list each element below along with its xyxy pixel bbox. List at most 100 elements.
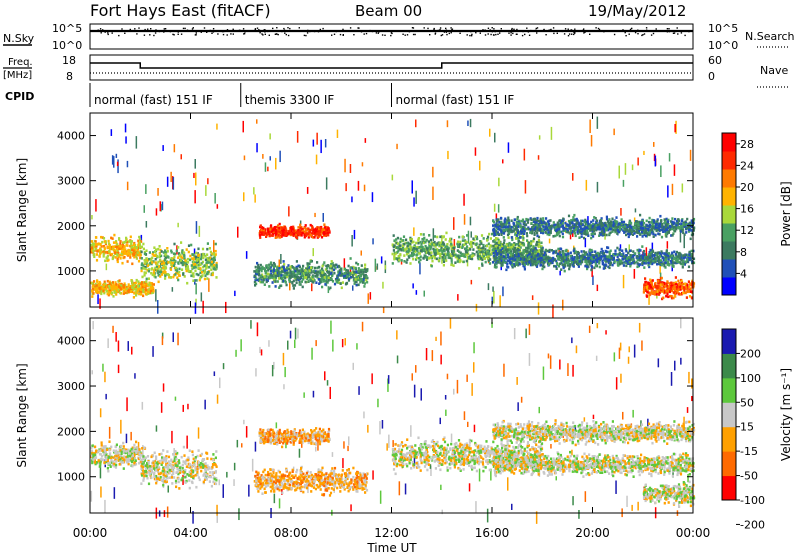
scatter-cell bbox=[336, 281, 339, 284]
scatter-cell bbox=[633, 261, 636, 265]
scatter-cell bbox=[510, 255, 513, 259]
nsky-dot bbox=[339, 33, 342, 36]
nsky-dot bbox=[242, 28, 245, 30]
scatter-cell bbox=[584, 264, 587, 268]
scatter-cell bbox=[316, 275, 319, 279]
scatter-cell bbox=[608, 254, 611, 258]
scatter-cell bbox=[173, 255, 176, 259]
scatter-cell bbox=[678, 219, 681, 223]
scatter-cell bbox=[169, 258, 172, 262]
scatter-cell bbox=[610, 261, 613, 265]
scatter-cell bbox=[509, 228, 512, 232]
scatter-cell bbox=[660, 254, 663, 258]
scatter-cell bbox=[137, 244, 140, 247]
nsky-dot bbox=[375, 32, 378, 34]
scatter-cell bbox=[177, 262, 180, 265]
scatter-cell bbox=[272, 228, 275, 232]
scatter-cell bbox=[266, 232, 269, 236]
scatter-cell bbox=[343, 276, 346, 279]
scatter-cell bbox=[464, 248, 467, 252]
nsky-dot bbox=[232, 33, 234, 35]
background-scatter bbox=[200, 292, 203, 302]
scatter-cell bbox=[280, 268, 283, 272]
scatter-cell bbox=[131, 248, 134, 252]
scatter-cell bbox=[593, 232, 596, 236]
scatter-cell bbox=[450, 257, 453, 261]
scatter-cell bbox=[504, 261, 507, 264]
scatter-cell bbox=[419, 258, 422, 262]
background-scatter bbox=[415, 290, 418, 295]
scatter-cell bbox=[591, 257, 594, 261]
scatter-cell bbox=[293, 232, 296, 236]
scatter-cell bbox=[274, 272, 277, 275]
scatter-cell bbox=[433, 240, 436, 244]
scatter-cell bbox=[94, 240, 97, 243]
scatter-cell bbox=[295, 260, 298, 263]
scatter-cell bbox=[357, 283, 360, 287]
scatter-cell bbox=[166, 250, 169, 253]
scatter-cell bbox=[162, 264, 166, 267]
scatter-cell bbox=[162, 259, 165, 263]
scatter-cell bbox=[265, 235, 268, 238]
nsky-dot bbox=[450, 27, 452, 29]
scatter-cell bbox=[595, 254, 598, 257]
scatter-cell bbox=[187, 270, 191, 273]
scatter-cell bbox=[530, 240, 533, 243]
scatter-cell bbox=[522, 261, 525, 265]
scatter-cell bbox=[317, 266, 320, 269]
scatter-cell bbox=[628, 219, 631, 223]
scatter-cell bbox=[670, 234, 673, 237]
scatter-cell bbox=[670, 254, 673, 258]
cpid-segment-label: normal (fast) 151 IF bbox=[396, 93, 515, 107]
scatter-cell bbox=[665, 217, 668, 221]
scatter-cell bbox=[206, 271, 209, 274]
scatter-cell bbox=[268, 232, 271, 235]
nsky-dot bbox=[144, 28, 146, 31]
scatter-cell bbox=[330, 260, 333, 263]
scatter-cell bbox=[119, 240, 122, 243]
scatter-cell bbox=[642, 249, 646, 253]
nsky-panel bbox=[89, 23, 694, 50]
scatter-cell bbox=[577, 265, 580, 268]
scatter-cell bbox=[276, 266, 279, 269]
scatter-cell bbox=[173, 273, 176, 277]
scatter-cell bbox=[560, 261, 563, 265]
nsky-dot bbox=[182, 27, 185, 30]
scatter-cell bbox=[144, 267, 147, 271]
nsky-dot bbox=[99, 28, 102, 30]
background-scatter bbox=[613, 128, 615, 136]
scatter-cell bbox=[512, 222, 515, 226]
scatter-cell bbox=[195, 255, 198, 259]
scatter-cell bbox=[482, 255, 486, 258]
background-scatter bbox=[524, 180, 527, 194]
scatter-cell bbox=[164, 253, 167, 256]
scatter-cell bbox=[258, 233, 261, 237]
scatter-cell bbox=[504, 248, 507, 252]
cpid-row: normal (fast) 151 IF themis 3300 IF normal… bbox=[89, 83, 515, 107]
scatter-cell bbox=[498, 243, 501, 247]
background-scatter bbox=[413, 197, 415, 207]
background-scatter bbox=[312, 248, 314, 257]
scatter-cell bbox=[334, 263, 337, 267]
scatter-cell bbox=[178, 274, 181, 277]
scatter-cell bbox=[310, 232, 313, 235]
scatter-cell bbox=[573, 224, 576, 228]
nsky-dot bbox=[568, 33, 571, 35]
scatter-cell bbox=[569, 251, 572, 255]
scatter-cell bbox=[456, 258, 459, 261]
nsky-dot bbox=[475, 32, 477, 34]
scatter-cell bbox=[579, 262, 582, 265]
scatter-cell bbox=[459, 258, 462, 262]
scatter-cell bbox=[681, 263, 684, 266]
scatter-cell bbox=[129, 253, 132, 257]
scatter-cell bbox=[651, 218, 654, 222]
scatter-cell bbox=[137, 259, 141, 263]
scatter-cell bbox=[548, 263, 551, 266]
scatter-cell bbox=[95, 259, 99, 262]
scatter-cell bbox=[364, 263, 367, 267]
nsky-dot bbox=[121, 28, 123, 30]
background-scatter bbox=[479, 160, 481, 171]
nsky-dot bbox=[191, 28, 194, 30]
plot-title: Fort Hays East (fitACF) bbox=[90, 1, 271, 20]
scatter-cell bbox=[643, 231, 646, 235]
